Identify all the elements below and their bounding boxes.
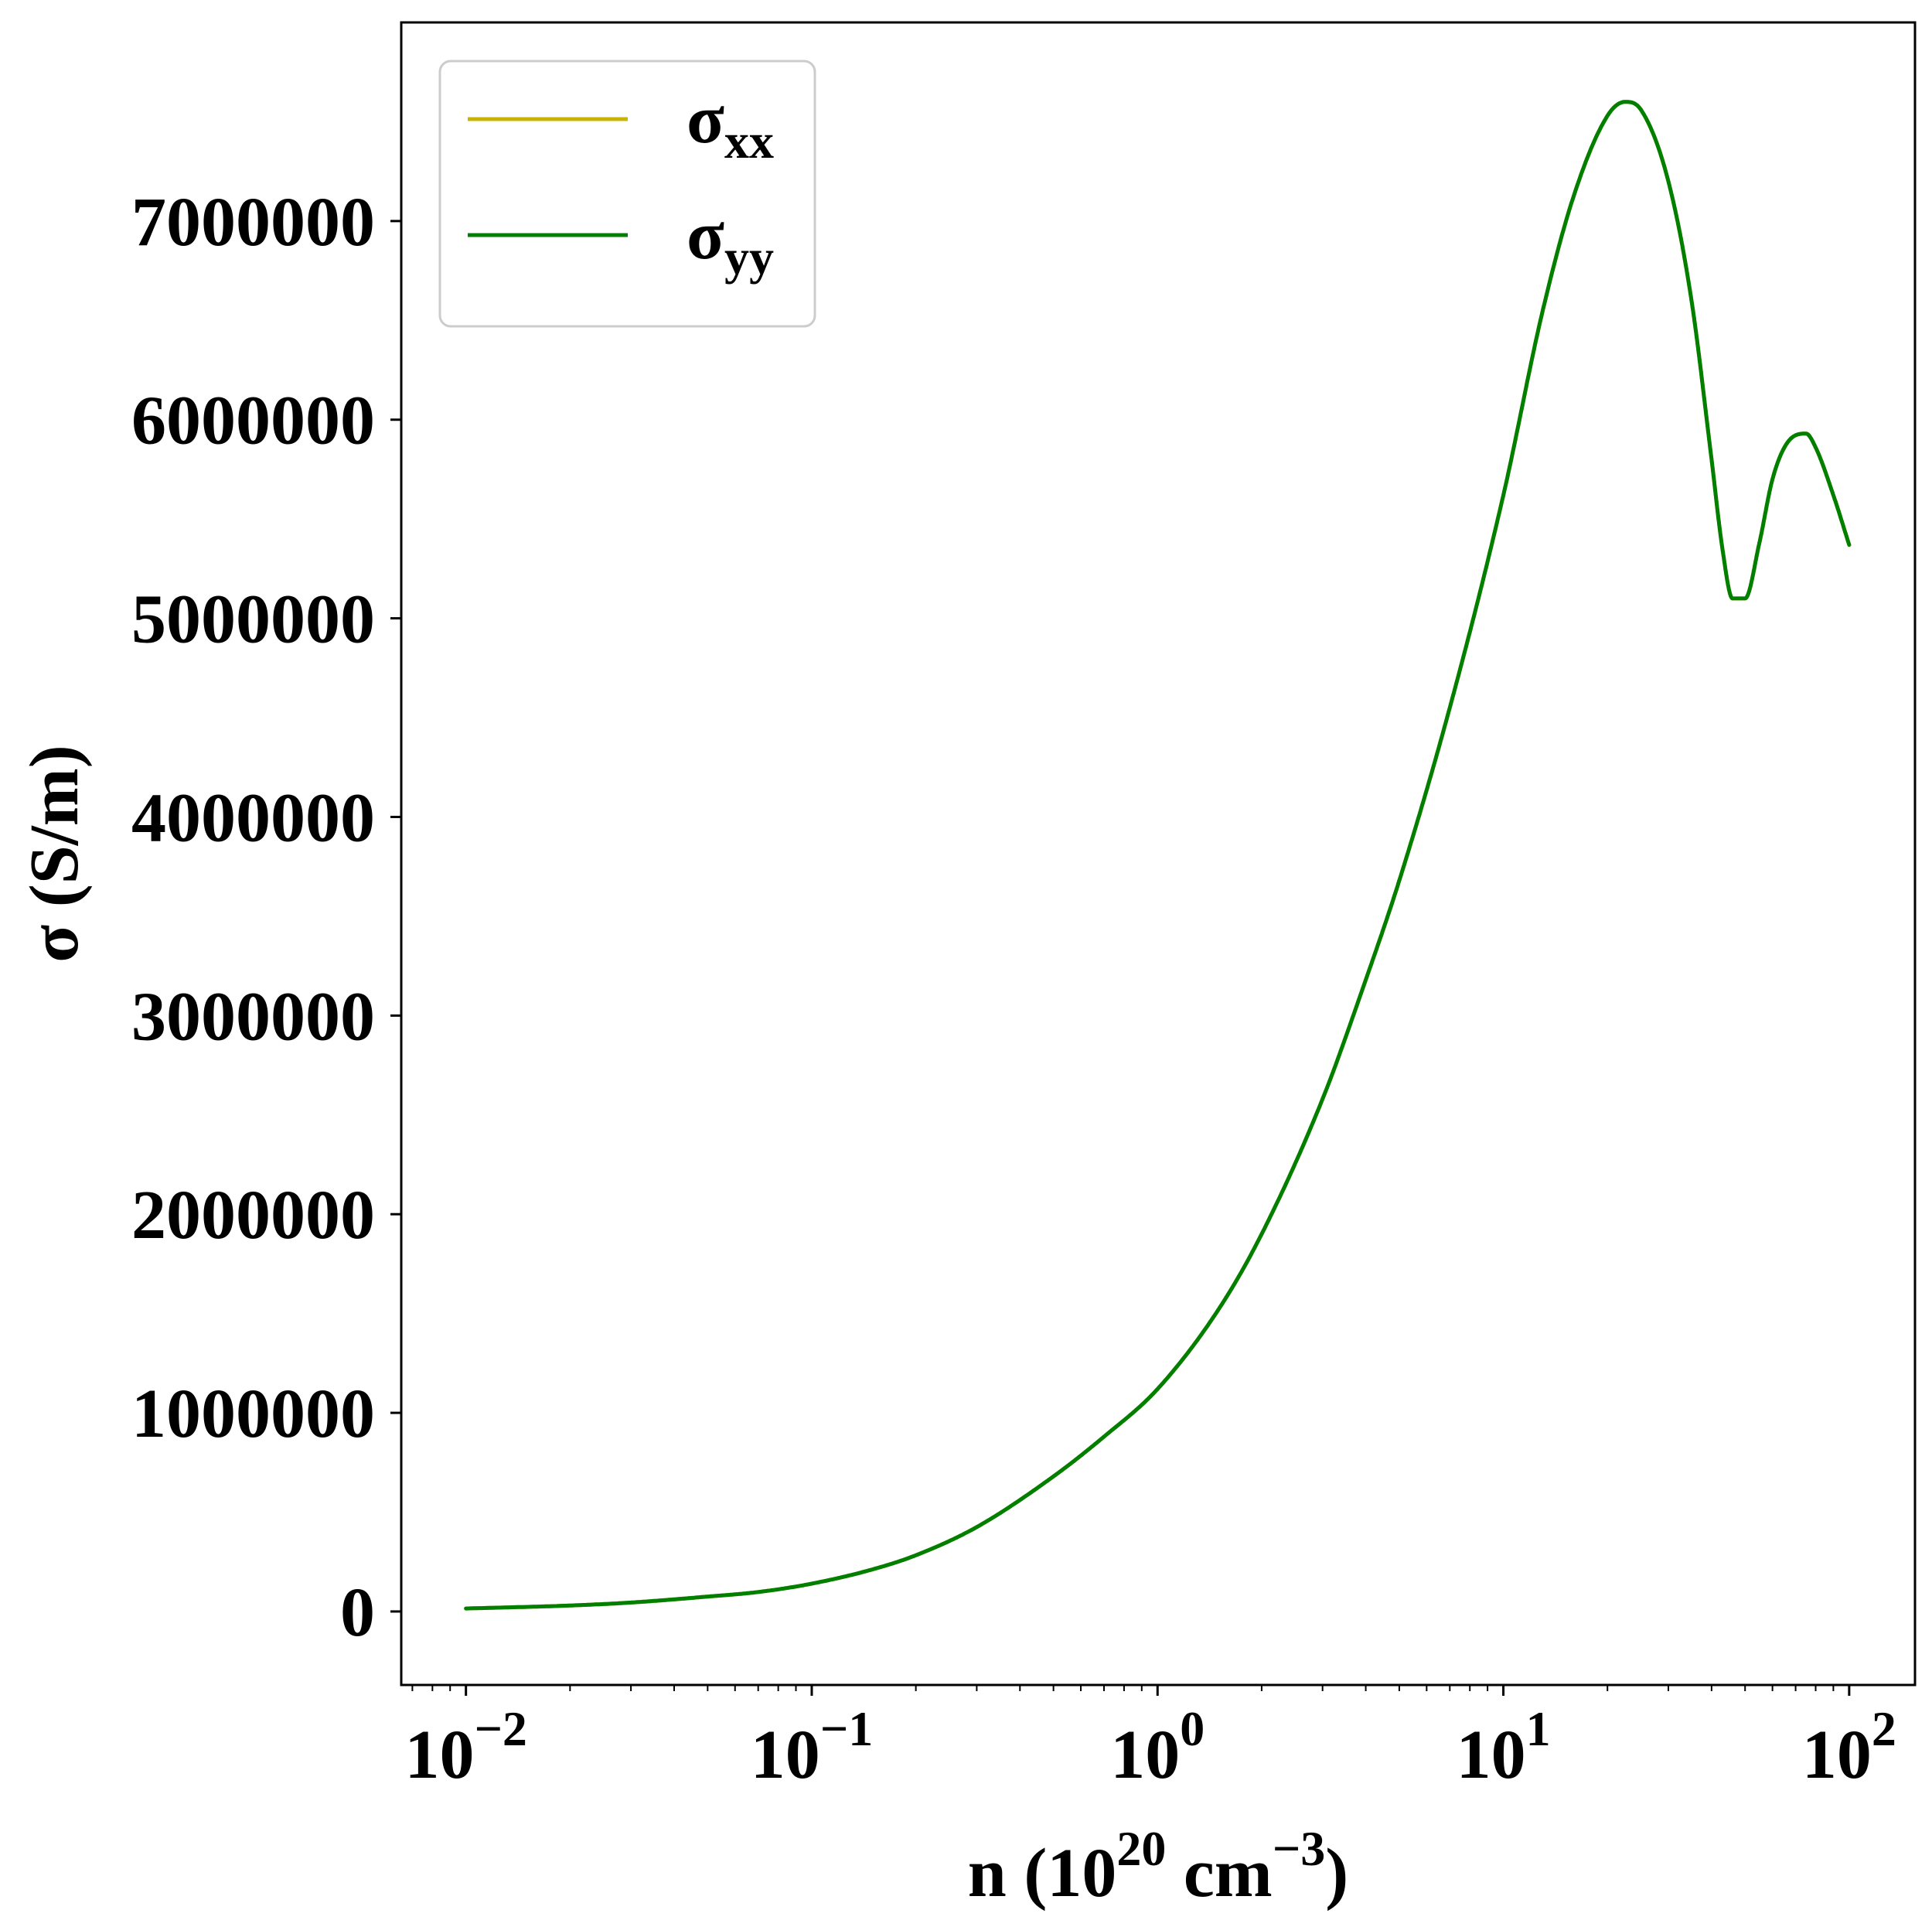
x-tick-label-base: 10 <box>1457 1717 1526 1793</box>
x-axis-label-unit-exponent: −3 <box>1273 1821 1325 1876</box>
legend-label-sigma-yy: σyy <box>687 197 774 285</box>
y-tick-label: 5000000 <box>131 582 375 658</box>
x-axis-label: n (1020 cm−3) <box>968 1821 1348 1912</box>
x-tick-label-base: 10 <box>751 1717 820 1793</box>
tick-layer: 0 1000000 2000000 3000000 4000000 5000000 6000… <box>131 184 1896 1793</box>
x-tick-label-exponent: 0 <box>1180 1701 1205 1756</box>
x-tick-label-exponent: −2 <box>474 1701 526 1756</box>
legend-label-symbol: σ <box>687 81 724 158</box>
y-tick-label: 2000000 <box>131 1177 375 1253</box>
series-line-sigma-yy <box>464 100 1852 1611</box>
series-layer <box>464 100 1852 1611</box>
y-tick-label: 7000000 <box>131 184 375 261</box>
x-axis-label-suffix: ) <box>1325 1835 1348 1912</box>
y-tick-label: 6000000 <box>131 383 375 459</box>
x-tick-label-base: 10 <box>404 1717 474 1793</box>
y-tick-label: 3000000 <box>131 978 375 1055</box>
x-tick-label-exponent: 1 <box>1526 1701 1551 1756</box>
x-tick-label: 10−1 <box>751 1701 873 1793</box>
x-axis-label-unit: cm <box>1166 1835 1272 1912</box>
x-tick-label: 100 <box>1110 1701 1205 1793</box>
x-tick-label: 10−2 <box>404 1701 526 1793</box>
plot-area-frame <box>400 21 1917 1687</box>
x-axis-label-exponent: 20 <box>1116 1821 1166 1876</box>
legend-label-sigma-xx: σxx <box>687 81 774 169</box>
x-tick-label-exponent: 2 <box>1872 1701 1896 1756</box>
x-tick-label-base: 10 <box>1802 1717 1872 1793</box>
y-tick-label: 4000000 <box>131 779 375 856</box>
y-tick-label: 0 <box>340 1574 375 1651</box>
x-tick-label-exponent: −1 <box>820 1701 873 1756</box>
legend-label-symbol: σ <box>687 197 724 274</box>
legend-label-subscript: xx <box>724 114 774 169</box>
legend-box <box>438 60 816 328</box>
x-tick-label: 101 <box>1457 1701 1551 1793</box>
y-tick-label: 1000000 <box>131 1376 375 1452</box>
x-axis-label-prefix: n (10 <box>968 1835 1117 1912</box>
x-tick-label-base: 10 <box>1110 1717 1180 1793</box>
legend-label-subscript: yy <box>724 230 774 285</box>
x-tick-label: 102 <box>1802 1701 1896 1793</box>
y-axis-label: σ (S/m) <box>16 745 93 962</box>
